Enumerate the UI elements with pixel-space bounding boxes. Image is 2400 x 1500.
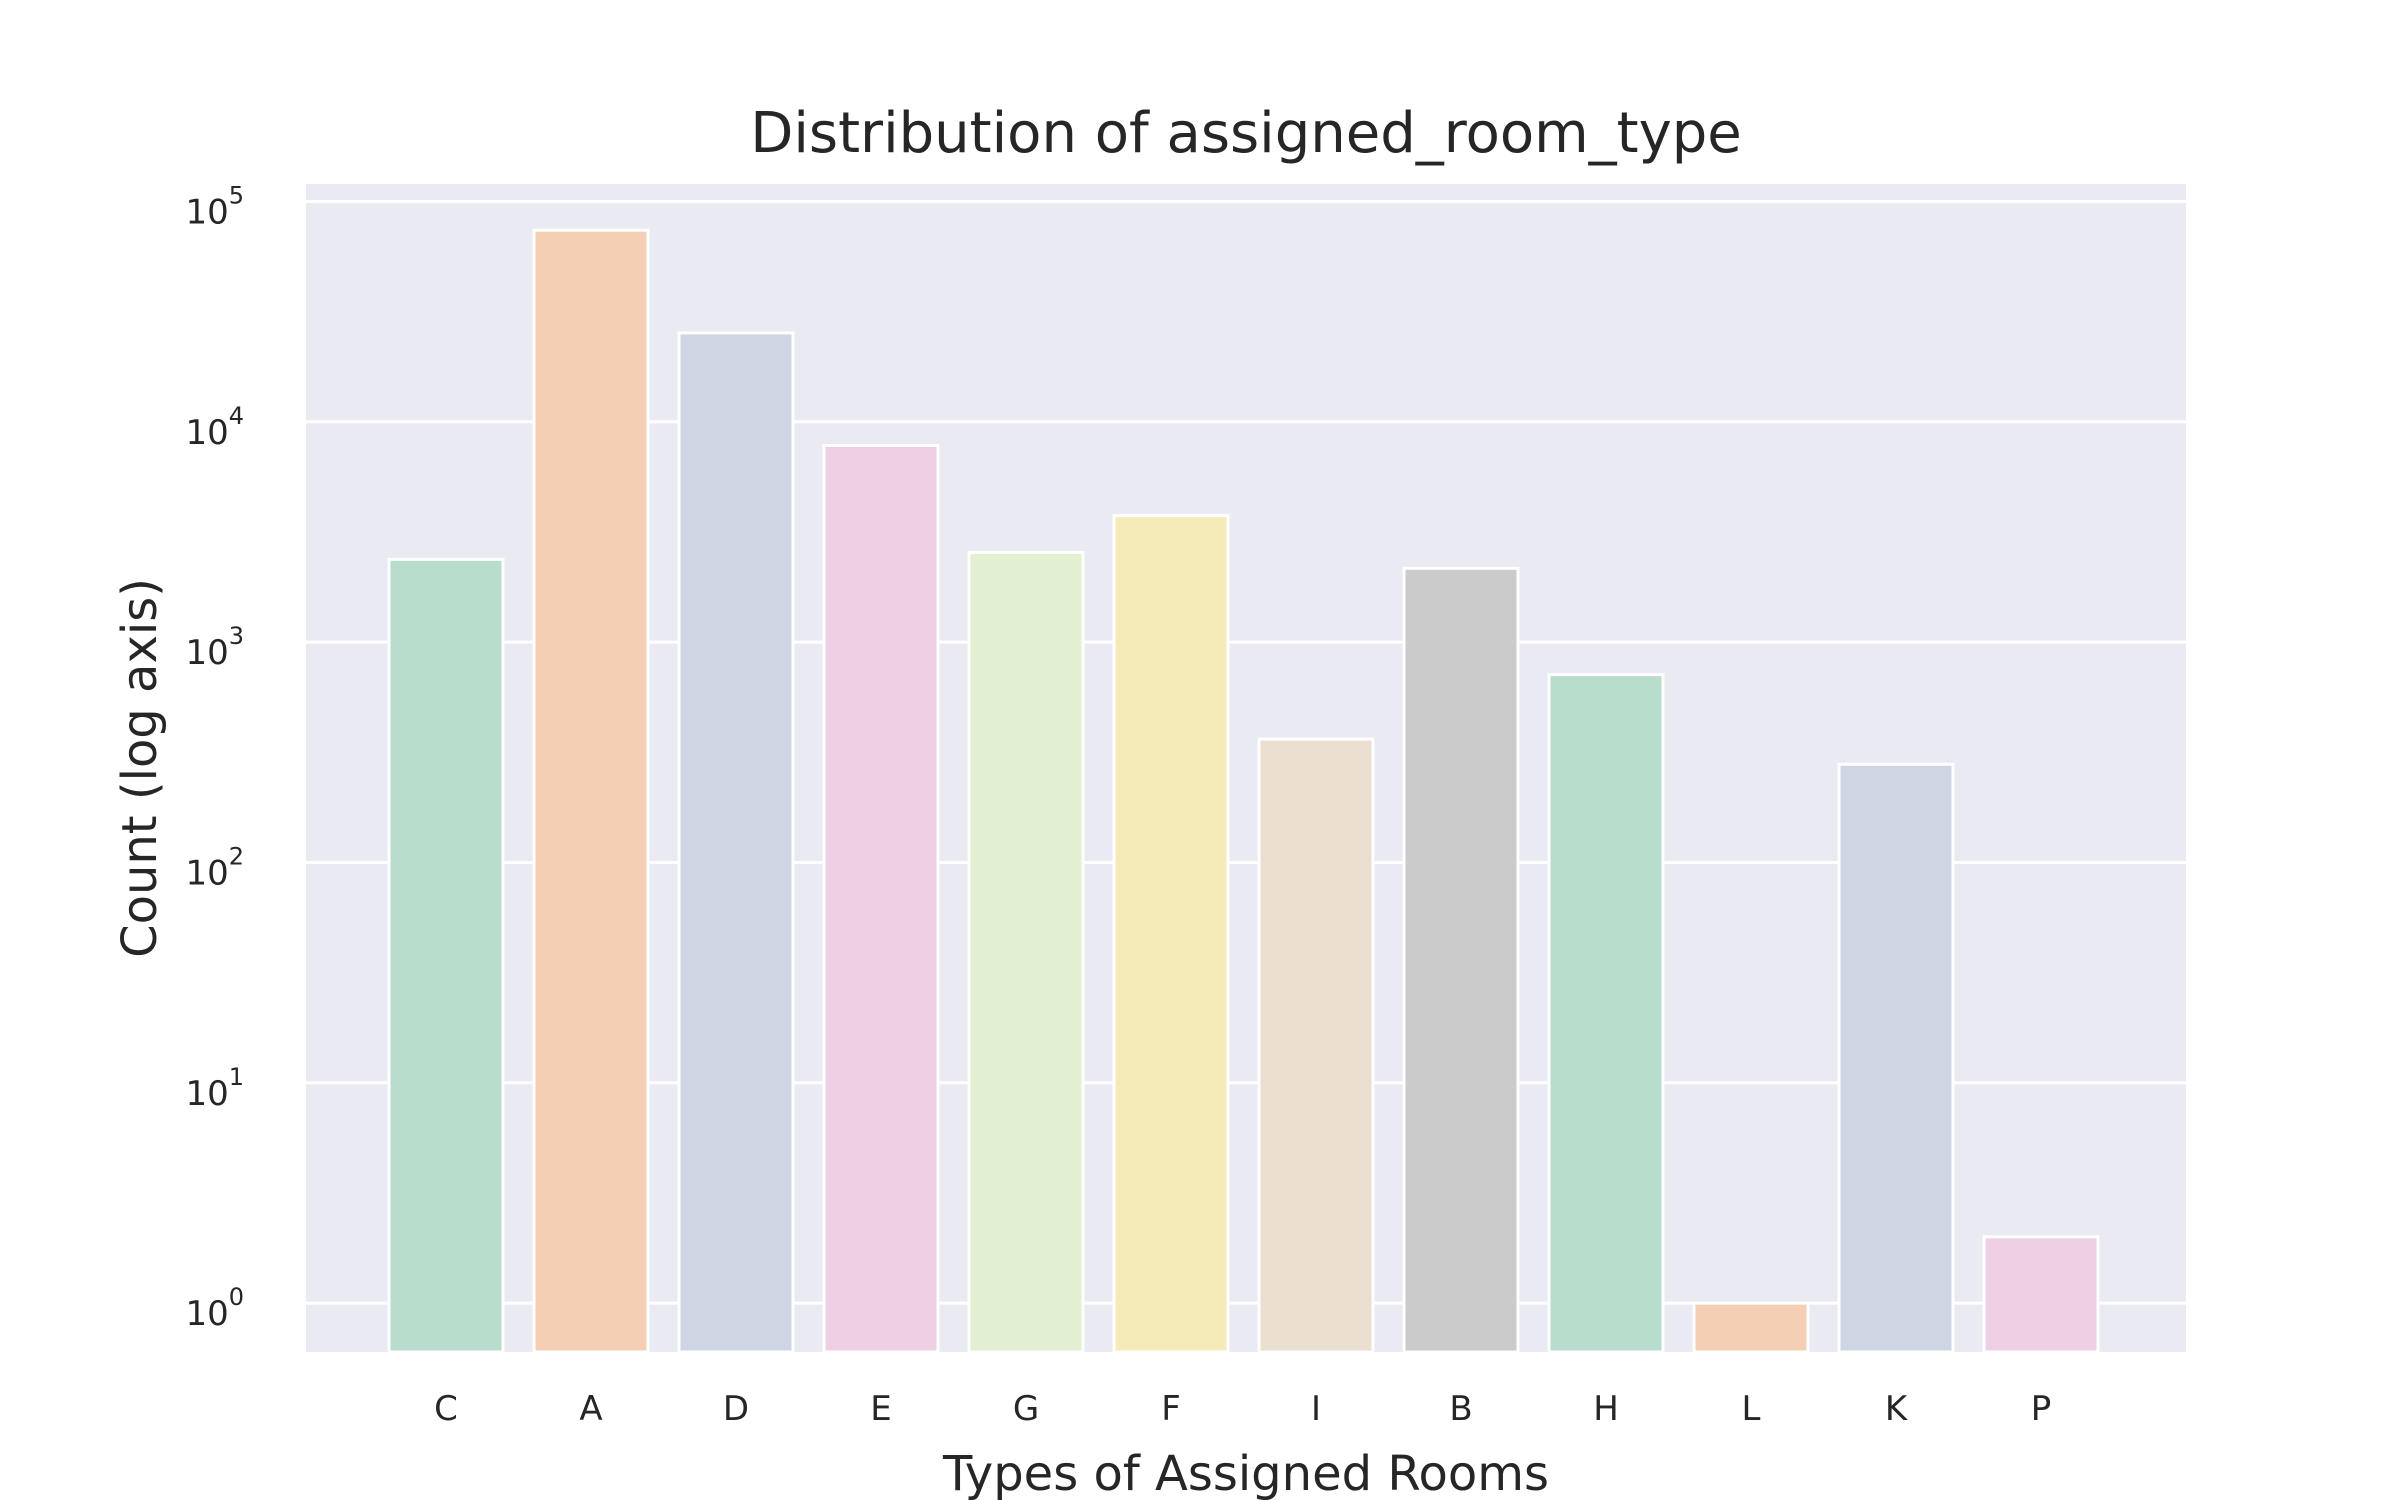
x-tick-label: E — [870, 1389, 891, 1429]
x-tick-label: P — [2031, 1389, 2052, 1429]
y-tick-label: 102 — [185, 842, 244, 893]
bar-A — [532, 228, 650, 1354]
x-tick-label: D — [723, 1389, 749, 1429]
bar-K — [1837, 762, 1955, 1354]
x-tick-label: I — [1311, 1389, 1321, 1429]
x-tick-label: H — [1593, 1389, 1619, 1429]
bar-C — [387, 557, 505, 1354]
y-tick-label: 105 — [185, 181, 244, 232]
x-axis-label: Types of Assigned Rooms — [942, 1446, 1549, 1500]
x-tick-label: C — [434, 1389, 458, 1429]
bar-F — [1112, 514, 1230, 1354]
y-tick-label: 100 — [185, 1283, 244, 1334]
bars — [387, 228, 2100, 1354]
x-tick-label: G — [1013, 1389, 1039, 1429]
bar-D — [677, 331, 795, 1354]
y-axis-label: Count (log axis) — [112, 578, 168, 958]
x-tick-label: B — [1449, 1389, 1472, 1429]
bar-H — [1547, 673, 1665, 1354]
x-tick-label: F — [1161, 1389, 1181, 1429]
bar-L — [1692, 1301, 1810, 1354]
x-tick-label: A — [579, 1389, 602, 1429]
y-tick-label: 103 — [185, 622, 244, 673]
bar-E — [822, 443, 940, 1354]
x-tick-label: L — [1742, 1389, 1761, 1429]
y-tick-label: 104 — [185, 402, 244, 453]
bar-P — [1982, 1235, 2100, 1354]
y-tick-labels: 100 101 102 103 104 105 — [185, 181, 244, 1334]
chart-title: Distribution of assigned_room_type — [750, 101, 1742, 166]
x-tick-label: K — [1885, 1389, 1909, 1429]
bar-I — [1257, 737, 1375, 1354]
bar-B — [1402, 566, 1520, 1354]
y-tick-label: 101 — [185, 1063, 244, 1114]
bar-G — [967, 550, 1085, 1354]
